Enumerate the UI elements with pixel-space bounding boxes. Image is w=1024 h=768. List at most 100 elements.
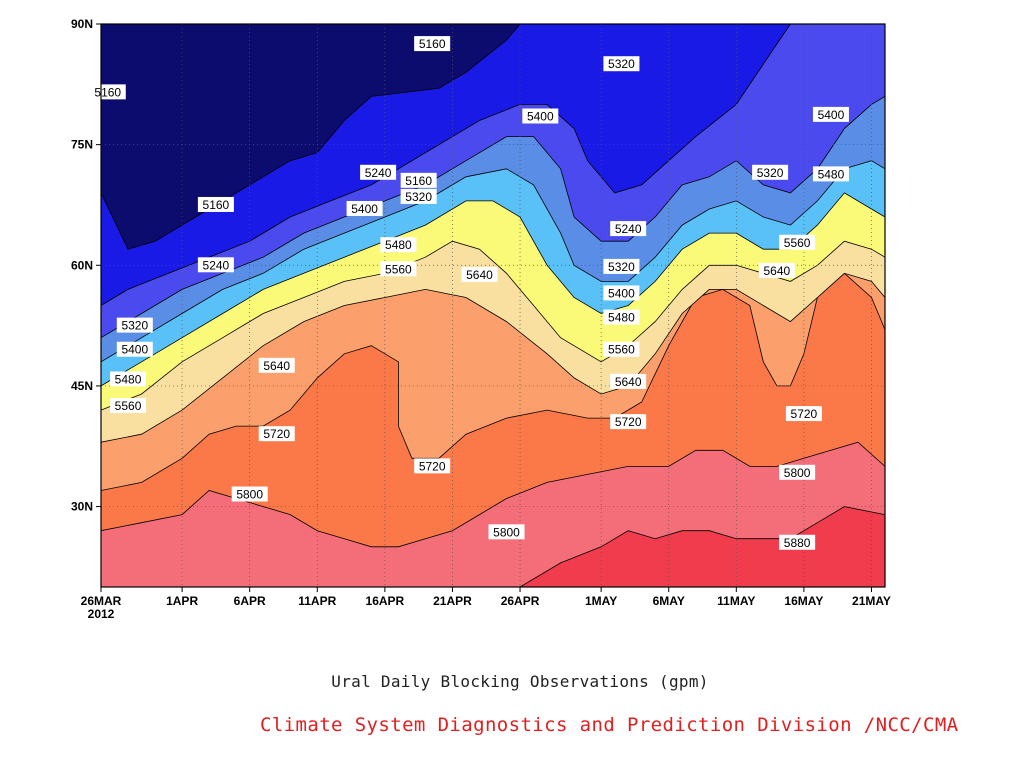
plot-frame	[100, 23, 886, 588]
contour-label: 5720	[414, 458, 451, 474]
y-tick-label: 75N	[71, 138, 93, 152]
contour-label-text: 5800	[236, 488, 263, 502]
contour-label: 5400	[812, 106, 849, 122]
contour-label-text: 5640	[764, 264, 791, 278]
contour-label-bg	[603, 56, 640, 72]
y-tick-label: 30N	[71, 500, 93, 514]
contour-label-text: 5320	[608, 260, 635, 274]
contour-label-bg	[758, 262, 795, 278]
contour-labels: 5160 5160 5160 5160 5240 5240 5240 5320 5320 5320…	[89, 36, 849, 550]
contour-label-bg	[380, 237, 417, 253]
contour-label-bg	[116, 317, 153, 333]
contour-label-text: 5400	[527, 109, 554, 123]
contour-label: 5480	[603, 309, 640, 325]
contour-label: 5160	[89, 84, 126, 100]
contour-label-text: 5400	[818, 108, 845, 122]
contour-label-bg	[258, 357, 295, 373]
contour-label-bg	[360, 164, 397, 180]
x-tick-label: 1APR	[166, 594, 198, 608]
contour-label-bg	[603, 258, 640, 274]
x-tick-label: 26MAR	[81, 594, 122, 608]
contour-label: 5160	[197, 196, 234, 212]
contour-label: 5320	[603, 258, 640, 274]
contour-label-text: 5160	[203, 198, 230, 212]
x-tick-label: 6APR	[234, 594, 266, 608]
x-tick-label: 26APR	[501, 594, 540, 608]
contour-label: 5800	[231, 486, 268, 502]
contour-label-text: 5240	[203, 258, 230, 272]
contour-label-text: 5160	[405, 174, 432, 188]
contour-label-bg	[603, 341, 640, 357]
x-tick-label: 16MAY	[784, 594, 823, 608]
contour-label-bg	[812, 166, 849, 182]
contour-label-text: 5480	[385, 238, 412, 252]
x-tick-label: 11APR	[298, 594, 336, 608]
contour-label-text: 5720	[791, 407, 818, 421]
contour-label: 5560	[779, 234, 816, 250]
chart-title: Ural Daily Blocking Observations (gpm)	[331, 672, 709, 691]
x-tick-label: 11MAY	[717, 594, 755, 608]
contour-label-text: 5800	[493, 525, 520, 539]
contour-label-bg	[197, 196, 234, 212]
contour-label-text: 5640	[263, 359, 290, 373]
contour-label: 5800	[779, 464, 816, 480]
contour-label: 5240	[197, 257, 234, 273]
contour-label-bg	[346, 200, 383, 216]
contour-label-text: 5480	[818, 167, 845, 181]
contour-label-text: 5320	[608, 57, 635, 71]
contour-label-bg	[779, 234, 816, 250]
contour-label: 5800	[488, 524, 525, 540]
axes: 30N 45N 60N 75N 90N 26MAR 1APR 6APR 11APR 16APR 21…	[71, 17, 891, 621]
contour-label-text: 5320	[405, 190, 432, 204]
contour-label-bg	[610, 221, 647, 237]
contour-label-text: 5240	[365, 166, 392, 180]
contour-label: 5240	[360, 164, 397, 180]
contour-label-text: 5320	[757, 166, 784, 180]
contour-bands	[100, 23, 886, 588]
contour-label-bg	[197, 257, 234, 273]
contour-label: 5400	[603, 285, 640, 301]
contour-label: 5160	[400, 172, 437, 188]
contour-label-bg	[812, 106, 849, 122]
contour-label-text: 5880	[784, 536, 811, 550]
contour-label-bg	[461, 266, 498, 282]
contour-label-bg	[488, 524, 525, 540]
contour-label: 5320	[400, 188, 437, 204]
contour-label: 5640	[461, 266, 498, 282]
contour-label-bg	[752, 164, 789, 180]
contour-label-text: 5720	[263, 427, 290, 441]
contour-label-bg	[610, 373, 647, 389]
x-tick-label: 1MAY	[585, 594, 617, 608]
contour-label-text: 5400	[608, 286, 635, 300]
contour-label: 5720	[610, 414, 647, 430]
contour-label: 5560	[110, 398, 147, 414]
x-tick-label: 16APR	[366, 594, 405, 608]
contour-label: 5480	[110, 371, 147, 387]
contour-label-text: 5720	[615, 415, 642, 429]
contour-label-text: 5640	[615, 375, 642, 389]
contour-label-text: 5480	[115, 372, 142, 386]
contour-label: 5640	[258, 357, 295, 373]
contour-label-bg	[779, 534, 816, 550]
contour-label-bg	[414, 458, 451, 474]
contour-label-text: 5560	[385, 262, 412, 276]
contour-label-text: 5720	[419, 459, 446, 473]
credit-line: Climate System Diagnostics and Predictio…	[260, 714, 959, 736]
contour-label-text: 5160	[94, 85, 121, 99]
contour-label-bg	[610, 414, 647, 430]
contour-label-text: 5640	[466, 268, 493, 282]
contour-label-bg	[779, 464, 816, 480]
contour-label: 5480	[812, 166, 849, 182]
contour-label-text: 5400	[121, 343, 148, 357]
contour-label-text: 5800	[784, 466, 811, 480]
contour-label-bg	[380, 261, 417, 277]
contour-label: 5640	[610, 373, 647, 389]
contour-label: 5400	[116, 341, 153, 357]
contour-label: 5720	[258, 426, 295, 442]
contour-label-bg	[116, 341, 153, 357]
contour-label: 5160	[414, 36, 451, 52]
contour-label-bg	[258, 426, 295, 442]
contour-label: 5720	[785, 406, 822, 422]
x-tick-label: 21MAY	[852, 594, 891, 608]
